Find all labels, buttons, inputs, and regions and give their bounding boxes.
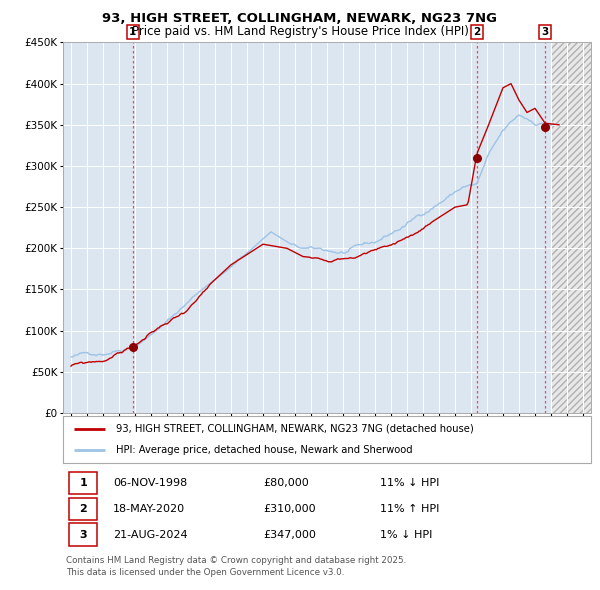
Text: £80,000: £80,000	[263, 478, 310, 488]
Text: 1% ↓ HPI: 1% ↓ HPI	[380, 530, 432, 539]
Text: £310,000: £310,000	[263, 504, 316, 514]
Text: 93, HIGH STREET, COLLINGHAM, NEWARK, NG23 7NG: 93, HIGH STREET, COLLINGHAM, NEWARK, NG2…	[103, 12, 497, 25]
Text: £347,000: £347,000	[263, 530, 317, 539]
Text: 11% ↑ HPI: 11% ↑ HPI	[380, 504, 439, 514]
Text: 2: 2	[473, 27, 481, 37]
Text: 3: 3	[79, 530, 87, 539]
Bar	[551, 42, 591, 413]
Text: 3: 3	[541, 27, 549, 37]
Text: 2: 2	[79, 504, 87, 514]
FancyBboxPatch shape	[70, 498, 97, 520]
Text: Price paid vs. HM Land Registry's House Price Index (HPI): Price paid vs. HM Land Registry's House …	[131, 25, 469, 38]
Text: Contains HM Land Registry data © Crown copyright and database right 2025.
This d: Contains HM Land Registry data © Crown c…	[66, 556, 406, 577]
Text: 11% ↓ HPI: 11% ↓ HPI	[380, 478, 439, 488]
Text: 18-MAY-2020: 18-MAY-2020	[113, 504, 185, 514]
Text: 1: 1	[79, 478, 87, 488]
Text: 21-AUG-2024: 21-AUG-2024	[113, 530, 188, 539]
Text: 93, HIGH STREET, COLLINGHAM, NEWARK, NG23 7NG (detached house): 93, HIGH STREET, COLLINGHAM, NEWARK, NG2…	[116, 424, 473, 434]
Bar	[551, 42, 591, 413]
FancyBboxPatch shape	[70, 523, 97, 546]
Text: 06-NOV-1998: 06-NOV-1998	[113, 478, 187, 488]
Text: HPI: Average price, detached house, Newark and Sherwood: HPI: Average price, detached house, Newa…	[116, 445, 412, 455]
FancyBboxPatch shape	[70, 472, 97, 494]
Text: 1: 1	[129, 27, 136, 37]
